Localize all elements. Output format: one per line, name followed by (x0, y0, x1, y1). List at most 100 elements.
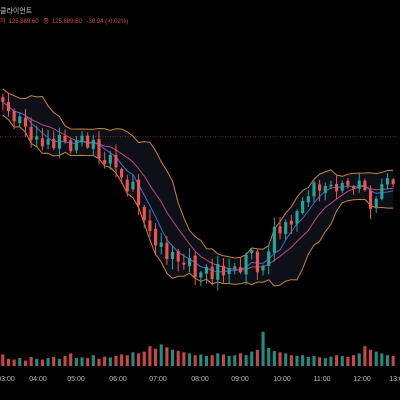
candle-body (18, 116, 22, 124)
candle-body (114, 154, 118, 168)
candle-body (52, 138, 56, 149)
x-tick-label: 03:00 (0, 376, 15, 383)
candle-body (227, 268, 231, 275)
candle-body (6, 102, 11, 111)
candle-body (74, 140, 78, 151)
candle-body (193, 255, 197, 278)
volume-bar (142, 351, 146, 366)
x-axis: 03:00 04:00 05:00 06:00 07:00 08:00 09:00 10:00… (0, 376, 400, 383)
volume-bar (221, 354, 226, 366)
volume-bar (210, 355, 214, 366)
volume-bar (148, 346, 152, 366)
volume-bar (193, 355, 197, 366)
x-tick-label: 08:00 (191, 376, 209, 383)
candle-body (1, 97, 5, 102)
candle-body (221, 265, 226, 276)
ohlc-close-value: 125,889.60 (51, 19, 82, 25)
volume-bar (352, 355, 356, 366)
volume-bar (340, 355, 344, 366)
volume-bar (159, 344, 163, 366)
candle-body (335, 183, 339, 192)
volume-bar (108, 357, 112, 366)
volume-group (1, 331, 395, 366)
volume-bar (86, 358, 90, 366)
ma-slow-line (2, 101, 394, 271)
x-tick-label: 11:00 (314, 376, 331, 383)
volume-bar (187, 353, 192, 366)
x-tick-label: 04:00 (29, 376, 47, 383)
candle-body (385, 178, 390, 185)
moving-average-group (2, 101, 394, 273)
volume-bar (182, 352, 186, 366)
volume-bar (12, 359, 16, 366)
candle-body (103, 160, 107, 164)
volume-bar (329, 356, 333, 366)
volume-bar (346, 357, 350, 366)
candle-body (176, 251, 180, 262)
ohlc-close-label: 종 (43, 19, 49, 25)
candle-body (346, 180, 350, 186)
x-tick-label: 06:00 (109, 376, 127, 383)
volume-bar (238, 353, 242, 366)
candle-body (63, 136, 67, 142)
candle-body (137, 179, 141, 206)
volume-bar (272, 350, 276, 366)
candle-body (57, 135, 61, 149)
candle-body (170, 252, 175, 259)
volume-bar (199, 354, 203, 366)
candle-body (159, 242, 163, 247)
volume-bar (357, 353, 361, 366)
candle-body (80, 135, 84, 143)
candle-body (289, 220, 293, 225)
candle-body (380, 184, 384, 199)
candle-body (40, 138, 44, 147)
candle-body (352, 186, 356, 189)
volume-bar (368, 349, 373, 366)
candle-body (244, 255, 248, 275)
candle-body (368, 190, 373, 209)
volume-bar (170, 349, 175, 366)
volume-bar (284, 353, 288, 366)
candle-body (69, 140, 73, 152)
candle-body (142, 207, 146, 221)
ohlc-readout: 저 125,889.60 종 125,889.60 -30.94 (-0.02%) (0, 16, 131, 25)
bollinger-fill (2, 88, 394, 287)
volume-bar (6, 358, 11, 366)
volume-bar (391, 355, 395, 366)
volume-bar (125, 355, 129, 366)
x-tick-label: 12:00 (353, 376, 371, 383)
x-tick-label: 07:00 (149, 376, 167, 383)
volume-bar (40, 359, 44, 366)
volume-bar (289, 355, 293, 366)
candle-body (357, 180, 361, 189)
candle-body (23, 117, 28, 127)
candle-body (199, 272, 203, 278)
candle-body (46, 139, 50, 145)
candle-body (391, 179, 395, 185)
volume-bar (380, 353, 384, 366)
candle-body (148, 220, 152, 231)
candle-body (187, 258, 192, 267)
candle-body (301, 201, 305, 213)
candle-body (267, 251, 271, 266)
candle-body (363, 180, 367, 191)
volume-bar (363, 346, 367, 366)
candle-body (323, 186, 327, 193)
volume-bar (120, 354, 124, 366)
candle-body (86, 135, 90, 148)
candle-body (340, 183, 344, 191)
volume-bar (63, 355, 67, 366)
volume-bar (46, 358, 50, 366)
x-tick-label: 09:00 (231, 376, 249, 383)
volume-bar (91, 355, 95, 366)
ohlc-change: -30.94 (-0.02%) (86, 19, 129, 25)
volume-bar (244, 355, 248, 366)
candle-body (329, 184, 333, 187)
volume-bar (312, 355, 316, 366)
candle-body (154, 228, 158, 246)
volume-bar (52, 357, 56, 366)
bollinger-upper-line (2, 88, 394, 259)
volume-bar (1, 354, 5, 366)
